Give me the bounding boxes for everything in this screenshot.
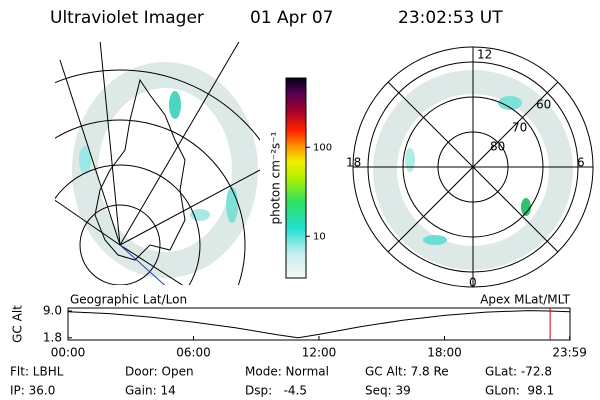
x-tick-label: 18:00 bbox=[427, 346, 462, 360]
x-tick-label: 06:00 bbox=[176, 346, 211, 360]
mlt-label: 0 bbox=[469, 276, 477, 290]
colorbar-label: photon cm⁻²s⁻¹ bbox=[269, 131, 283, 224]
meridian bbox=[119, 169, 260, 246]
coastline bbox=[94, 78, 186, 261]
emission-patch bbox=[169, 91, 181, 119]
right-panel-label: Apex MLat/MLT bbox=[480, 293, 570, 307]
meridian bbox=[119, 42, 240, 246]
x-tick-label: 23:59 bbox=[552, 346, 587, 360]
left-panel-label: Geographic Lat/Lon bbox=[70, 293, 187, 307]
y-tick-label: 9.0 bbox=[43, 303, 62, 317]
emission-patch bbox=[423, 235, 447, 245]
emission-patch bbox=[521, 198, 531, 216]
mlt-label: 12 bbox=[477, 48, 492, 62]
footer-field: Seq: 39 bbox=[365, 384, 411, 398]
emission-patch bbox=[79, 146, 91, 174]
lat-circle bbox=[79, 204, 161, 285]
footer-field: Dsp: -4.5 bbox=[245, 384, 307, 398]
lat-circle bbox=[55, 164, 201, 285]
emission-patch bbox=[405, 148, 415, 172]
title: Ultraviolet Imager bbox=[50, 8, 204, 28]
colorbar-tick-label: 10 bbox=[313, 231, 326, 242]
timeline-frame bbox=[67, 307, 571, 341]
x-tick-label: 00:00 bbox=[51, 346, 86, 360]
mlt-line bbox=[387, 81, 559, 253]
footer: Flt: LBHL Door: Open Mode: Normal GC Alt: 7… bbox=[10, 365, 554, 398]
timeline: 9.0 1.8 00:00 06:00 12:00 18:00 23:59 bbox=[43, 303, 587, 359]
emission-patch bbox=[226, 187, 238, 223]
y-tick-label: 1.8 bbox=[43, 330, 62, 344]
emission-patch bbox=[190, 209, 210, 221]
mlt-label: 6 bbox=[577, 156, 585, 170]
geographic-map bbox=[55, 42, 260, 285]
emission-patch bbox=[498, 96, 522, 110]
auroral-oval bbox=[72, 62, 258, 278]
meridian bbox=[59, 59, 121, 246]
footer-field: GC Alt: 7.8 Re bbox=[365, 365, 449, 379]
footer-field: Door: Open bbox=[125, 365, 194, 379]
colorbar bbox=[285, 77, 307, 279]
lat-label: 70 bbox=[512, 121, 527, 135]
lat-label: 80 bbox=[490, 140, 505, 154]
lat-circle bbox=[55, 69, 260, 141]
colorbar-ticks: 10 100 bbox=[306, 142, 332, 242]
mlt-label: 18 bbox=[346, 156, 361, 170]
colorbar-tick-label: 100 bbox=[313, 142, 332, 153]
meridian bbox=[119, 244, 166, 285]
timeline-ylabel: GC Alt bbox=[11, 305, 25, 343]
footer-field: Gain: 14 bbox=[125, 384, 176, 398]
meridian bbox=[119, 244, 184, 285]
polar-map: 12 6 0 18 60 70 80 bbox=[346, 46, 594, 290]
footer-field: IP: 36.0 bbox=[10, 384, 55, 398]
footer-field: Mode: Normal bbox=[245, 365, 329, 379]
footer-field: GLat: -72.8 bbox=[485, 365, 552, 379]
meridian bbox=[99, 42, 121, 246]
time: 23:02:53 UT bbox=[398, 8, 503, 28]
lat-circle bbox=[55, 119, 246, 285]
x-tick-label: 12:00 bbox=[302, 346, 337, 360]
lat-label: 60 bbox=[536, 98, 551, 112]
footer-field: Flt: LBHL bbox=[10, 365, 64, 379]
altitude-curve bbox=[67, 310, 571, 339]
footer-field: GLon: 98.1 bbox=[485, 384, 554, 398]
date: 01 Apr 07 bbox=[250, 8, 333, 28]
meridian bbox=[55, 199, 121, 246]
